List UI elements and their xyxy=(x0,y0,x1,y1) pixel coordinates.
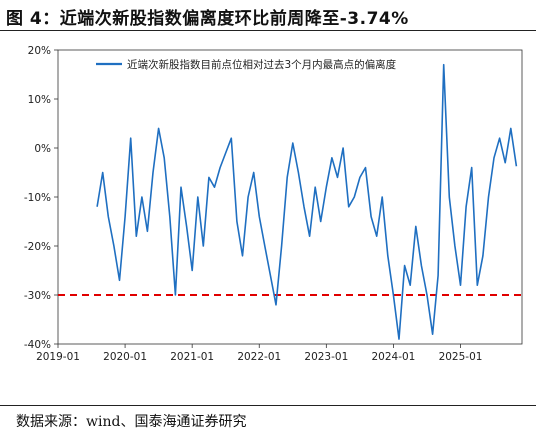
x-tick-label: 2020-01 xyxy=(103,351,147,363)
y-tick-label: -20% xyxy=(24,241,51,253)
title-divider xyxy=(0,30,536,31)
x-tick-label: 2022-01 xyxy=(237,351,281,363)
y-tick-label: 20% xyxy=(28,45,51,57)
chart-area: 20% 10% 0% -10% -20% -30% -40%2019-01 2020-01 20… xyxy=(24,45,523,363)
y-tick-label: -30% xyxy=(24,290,51,302)
plot-frame xyxy=(57,49,523,345)
source-note: 数据来源：wind、国泰海通证券研究 xyxy=(16,414,247,430)
series-lines xyxy=(96,63,518,340)
axes: 20% 10% 0% -10% -20% -30% -40%2019-01 2020-01 20… xyxy=(24,45,483,363)
y-tick-label: -40% xyxy=(24,339,51,351)
x-tick-label: 2021-01 xyxy=(170,351,214,363)
y-tick-label: 0% xyxy=(34,143,51,155)
deviation-series-line xyxy=(96,63,518,340)
legend-label: 近端次新股指数目前点位相对过去3个月内最高点的偏离度 xyxy=(127,58,397,71)
source-divider xyxy=(0,405,536,406)
figure-title: 图 4：近端次新股指数偏离度环比前周降至-3.74% xyxy=(6,9,409,28)
x-tick-label: 2023-01 xyxy=(304,351,348,363)
legend: 近端次新股指数目前点位相对过去3个月内最高点的偏离度 xyxy=(96,58,397,71)
x-tick-label: 2019-01 xyxy=(36,351,80,363)
x-tick-label: 2024-01 xyxy=(371,351,415,363)
x-tick-label: 2025-01 xyxy=(439,351,483,363)
y-tick-label: 10% xyxy=(28,94,51,106)
y-tick-label: -10% xyxy=(24,192,51,204)
plot-border xyxy=(57,49,523,345)
